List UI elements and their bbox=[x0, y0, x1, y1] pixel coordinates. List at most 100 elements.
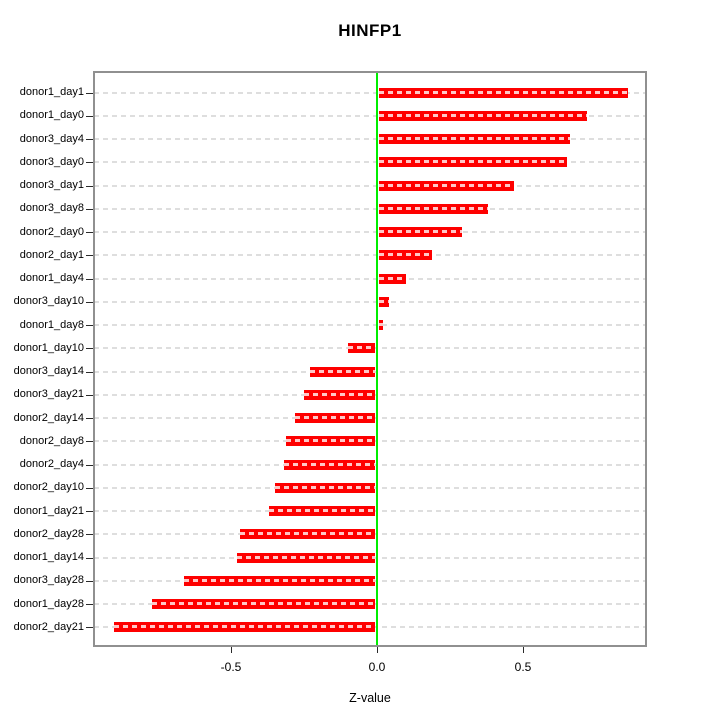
bar-dash-pattern bbox=[379, 253, 433, 257]
y-tick-label: donor1_day0 bbox=[19, 109, 84, 122]
bar-donor2_day10 bbox=[274, 482, 375, 493]
plot-area bbox=[93, 71, 647, 647]
bar-donor2_day14 bbox=[295, 413, 375, 424]
bar-donor2_day0 bbox=[379, 227, 462, 238]
bar-donor3_day1 bbox=[379, 180, 515, 191]
y-tick bbox=[86, 208, 93, 210]
y-tick-label: donor2_day1 bbox=[19, 248, 84, 261]
y-tick bbox=[86, 418, 93, 420]
y-tick bbox=[86, 185, 93, 187]
y-tick-label: donor3_day28 bbox=[13, 574, 84, 587]
bar-dash-pattern bbox=[283, 462, 375, 466]
bar-donor3_day4 bbox=[379, 134, 570, 145]
bar-dash-pattern bbox=[236, 555, 375, 559]
bar-dash-pattern bbox=[274, 485, 375, 489]
x-tick bbox=[523, 647, 524, 653]
y-tick-label: donor3_day4 bbox=[19, 132, 84, 145]
x-tick bbox=[377, 647, 378, 653]
bar-donor1_day21 bbox=[268, 506, 375, 517]
y-tick-label: donor2_day10 bbox=[13, 481, 84, 494]
bar-dash-pattern bbox=[184, 578, 375, 582]
x-tick bbox=[231, 647, 232, 653]
y-tick-label: donor2_day28 bbox=[13, 527, 84, 540]
y-tick-label: donor1_day28 bbox=[13, 597, 84, 610]
row-gridline bbox=[94, 91, 645, 94]
y-tick bbox=[86, 604, 93, 606]
y-tick-label: donor3_day0 bbox=[19, 155, 84, 168]
chart-title: HINFP1 bbox=[338, 21, 402, 40]
bar-dash-pattern bbox=[379, 137, 570, 141]
y-tick bbox=[86, 464, 93, 466]
bar-dash-pattern bbox=[379, 183, 515, 187]
row-gridline bbox=[94, 114, 645, 117]
y-tick-label: donor1_day14 bbox=[13, 551, 84, 564]
y-tick-label: donor3_day8 bbox=[19, 202, 84, 215]
bar-donor3_day28 bbox=[184, 575, 375, 586]
bar-dash-pattern bbox=[304, 392, 375, 396]
bar-donor1_day0 bbox=[379, 110, 588, 121]
row-gridline bbox=[94, 300, 645, 303]
y-tick bbox=[86, 557, 93, 559]
y-tick-label: donor1_day4 bbox=[19, 272, 84, 285]
bar-donor2_day8 bbox=[286, 436, 375, 447]
x-tick-label: 0.5 bbox=[514, 660, 532, 674]
bar-donor2_day21 bbox=[114, 622, 375, 633]
bar-dash-pattern bbox=[152, 602, 375, 606]
y-tick bbox=[86, 348, 93, 350]
y-tick-label: donor2_day14 bbox=[13, 411, 84, 424]
row-gridline bbox=[94, 184, 645, 187]
y-tick-label: donor1_day21 bbox=[13, 504, 84, 517]
bar-dash-pattern bbox=[379, 90, 629, 94]
y-tick bbox=[86, 627, 93, 629]
y-tick-label: donor1_day10 bbox=[13, 341, 84, 354]
bar-donor1_day4 bbox=[379, 273, 407, 284]
row-gridline bbox=[94, 254, 645, 257]
bar-donor1_day28 bbox=[152, 599, 375, 610]
bar-dash-pattern bbox=[286, 439, 375, 443]
bar-dash-pattern bbox=[379, 160, 567, 164]
x-axis-title: Z-value bbox=[349, 691, 391, 705]
y-tick bbox=[86, 301, 93, 303]
y-tick bbox=[86, 115, 93, 117]
y-tick-label: donor3_day14 bbox=[13, 365, 84, 378]
x-tick-label: 0.0 bbox=[368, 660, 386, 674]
y-tick-label: donor2_day21 bbox=[13, 620, 84, 633]
y-tick bbox=[86, 534, 93, 536]
y-tick bbox=[86, 511, 93, 513]
bar-donor3_day10 bbox=[379, 296, 389, 307]
y-tick-label: donor3_day10 bbox=[13, 295, 84, 308]
bar-donor2_day1 bbox=[379, 250, 433, 261]
bar-donor2_day4 bbox=[283, 459, 375, 470]
bar-dash-pattern bbox=[379, 276, 407, 280]
bar-donor1_day14 bbox=[236, 552, 375, 563]
y-tick-label: donor2_day8 bbox=[19, 434, 84, 447]
y-tick-label: donor3_day1 bbox=[19, 179, 84, 192]
bar-donor1_day10 bbox=[347, 343, 375, 354]
row-gridline bbox=[94, 231, 645, 234]
y-tick-label: donor1_day1 bbox=[19, 86, 84, 98]
y-tick-label: donor3_day21 bbox=[13, 388, 84, 401]
y-tick-label: donor1_day8 bbox=[19, 318, 84, 331]
row-gridline bbox=[94, 277, 645, 280]
bar-dash-pattern bbox=[239, 532, 375, 536]
y-tick bbox=[86, 139, 93, 141]
y-tick bbox=[86, 92, 93, 94]
y-tick bbox=[86, 278, 93, 280]
zero-reference-line bbox=[376, 72, 378, 646]
y-tick bbox=[86, 394, 93, 396]
bar-donor3_day14 bbox=[309, 366, 375, 377]
bar-dash-pattern bbox=[309, 369, 375, 373]
bar-donor1_day1 bbox=[379, 87, 629, 98]
bar-dash-pattern bbox=[114, 625, 375, 629]
bar-donor3_day8 bbox=[379, 203, 488, 214]
row-gridline bbox=[94, 161, 645, 164]
x-tick-label: -0.5 bbox=[220, 660, 242, 674]
y-tick-label: donor2_day0 bbox=[19, 225, 84, 238]
bar-donor3_day0 bbox=[379, 157, 567, 168]
bar-dash-pattern bbox=[347, 346, 375, 350]
bar-dash-pattern bbox=[379, 113, 588, 117]
row-gridline bbox=[94, 324, 645, 327]
bar-dash-pattern bbox=[379, 206, 488, 210]
y-tick bbox=[86, 162, 93, 164]
y-tick bbox=[86, 487, 93, 489]
